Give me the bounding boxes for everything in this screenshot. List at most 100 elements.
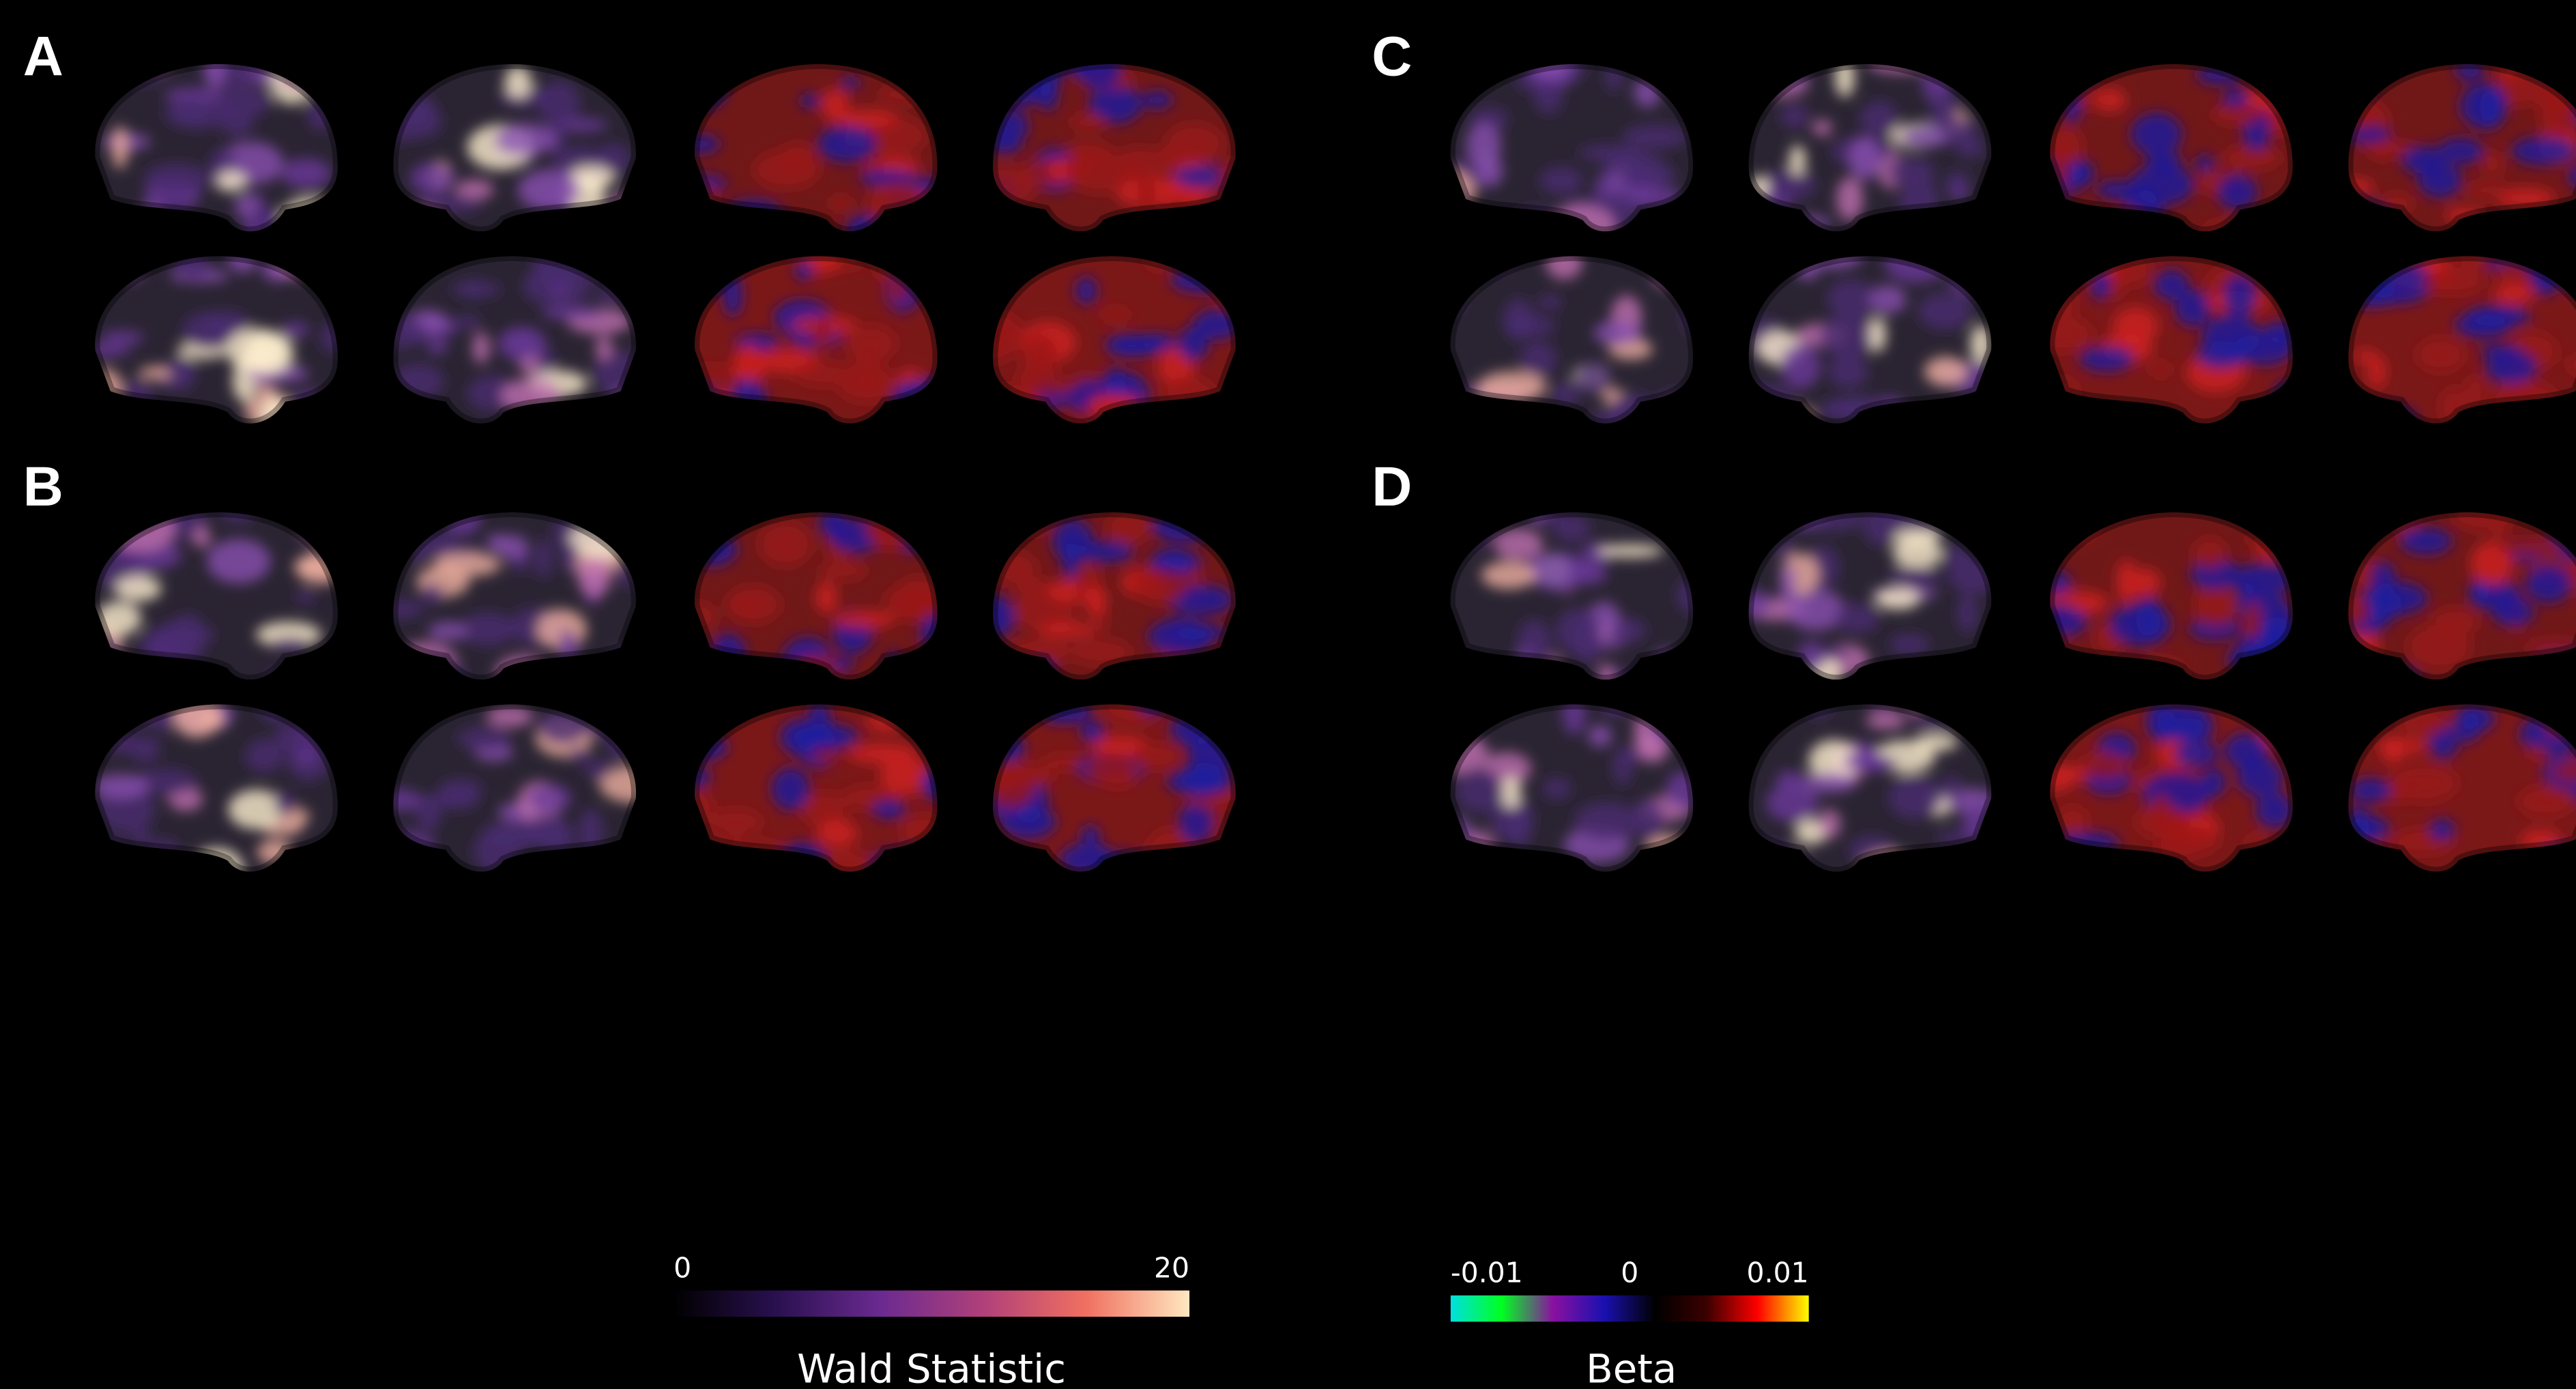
blob xyxy=(2154,269,2189,301)
blob xyxy=(517,169,581,211)
blob xyxy=(1593,321,1642,346)
blob xyxy=(723,273,742,317)
blob xyxy=(2349,778,2392,803)
blob xyxy=(568,166,615,191)
blob xyxy=(220,110,254,136)
blob xyxy=(393,599,424,619)
blob xyxy=(498,327,547,362)
blob xyxy=(2223,274,2257,317)
blob xyxy=(166,358,196,380)
blob xyxy=(858,169,918,186)
blob xyxy=(2348,178,2375,195)
blob xyxy=(226,328,288,372)
blob xyxy=(725,585,781,624)
blob xyxy=(1099,307,1132,322)
blob xyxy=(819,512,847,538)
blob xyxy=(1836,177,1864,221)
blob xyxy=(410,162,454,194)
blob xyxy=(454,315,482,329)
blob xyxy=(163,87,228,103)
blob xyxy=(2483,150,2503,177)
blob xyxy=(840,76,860,90)
panel-label: A xyxy=(23,26,63,88)
blob xyxy=(577,557,611,598)
blob xyxy=(2255,792,2293,828)
blob xyxy=(1106,340,1160,357)
blob xyxy=(780,719,817,755)
blob xyxy=(1812,119,1832,136)
blob xyxy=(2470,541,2514,586)
blob xyxy=(504,65,532,99)
blob xyxy=(733,345,764,390)
blob xyxy=(2383,737,2403,765)
blob xyxy=(560,542,580,573)
blob xyxy=(1808,740,1859,783)
blob xyxy=(2136,596,2162,639)
blob xyxy=(433,553,502,576)
blob xyxy=(1021,335,1058,379)
blob xyxy=(1456,767,1504,813)
blob xyxy=(2480,84,2503,129)
blob xyxy=(2173,740,2218,767)
blob xyxy=(1084,585,1108,616)
blob xyxy=(1917,293,1972,330)
blob xyxy=(228,789,285,830)
blob xyxy=(1016,379,1076,395)
colorbar xyxy=(1450,1295,1809,1322)
blob xyxy=(1075,63,1122,89)
blob xyxy=(695,135,721,153)
blob xyxy=(1542,778,1572,800)
blob xyxy=(393,789,422,811)
blob xyxy=(1766,783,1819,822)
blob xyxy=(1166,769,1234,795)
blob xyxy=(1500,776,1522,808)
blob xyxy=(1819,315,1879,357)
blob xyxy=(295,589,315,604)
blob xyxy=(320,322,338,353)
blob xyxy=(115,575,162,602)
blob xyxy=(539,823,575,856)
blob xyxy=(132,769,198,795)
blob xyxy=(2527,745,2547,761)
blob xyxy=(1531,63,1569,78)
blob xyxy=(2511,136,2576,165)
blob xyxy=(1776,540,1796,559)
blob xyxy=(2050,316,2094,353)
blob xyxy=(833,610,895,629)
blob xyxy=(192,527,211,548)
blob xyxy=(2222,145,2283,170)
blob xyxy=(1890,634,1930,656)
blob xyxy=(457,727,512,750)
blob xyxy=(1632,798,1665,841)
blob xyxy=(428,622,468,641)
blob xyxy=(801,792,848,828)
blob xyxy=(828,195,854,211)
blob xyxy=(2525,564,2572,603)
blob xyxy=(2174,289,2211,327)
blob xyxy=(1617,164,1670,188)
blob xyxy=(795,261,814,280)
blob xyxy=(2188,617,2241,640)
blob xyxy=(2497,538,2566,556)
blob xyxy=(568,748,591,764)
blob xyxy=(1859,101,1899,137)
blob xyxy=(2464,375,2485,411)
blob xyxy=(846,325,897,362)
blob xyxy=(993,767,1035,809)
blob xyxy=(1892,536,1942,569)
blob xyxy=(2390,763,2459,803)
blob xyxy=(1148,618,1213,656)
blob xyxy=(172,704,221,738)
blob xyxy=(171,613,205,650)
blob xyxy=(837,366,897,403)
blob xyxy=(2550,759,2576,783)
blob xyxy=(2479,344,2522,358)
blob xyxy=(871,800,906,819)
colorbar-tick-label: -0.01 xyxy=(1451,1257,1523,1289)
blob xyxy=(216,87,272,117)
colorbar xyxy=(674,1290,1190,1317)
colorbar-tick-label: 20 xyxy=(1154,1251,1189,1284)
blob xyxy=(1780,102,1808,129)
blob xyxy=(541,306,603,320)
